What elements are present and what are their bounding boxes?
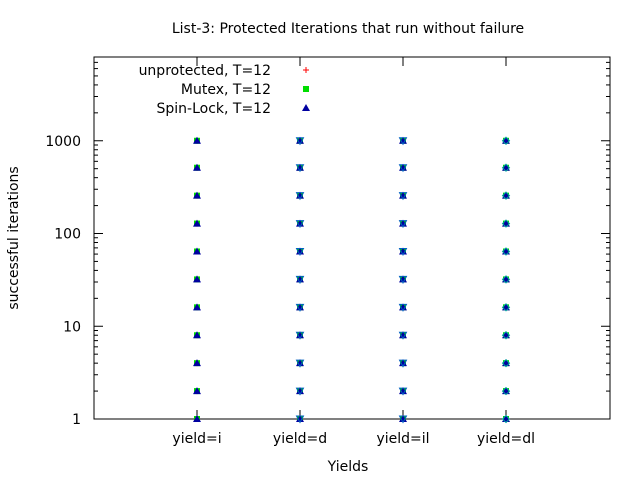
legend-label: Mutex, T=12	[181, 82, 271, 98]
data-point	[295, 303, 305, 312]
data-point	[399, 191, 407, 199]
data-point	[295, 387, 305, 396]
plot-marks	[193, 136, 511, 424]
data-point	[193, 275, 201, 283]
data-point	[398, 303, 408, 312]
legend-marker	[303, 86, 309, 92]
data-point	[295, 137, 305, 146]
data-point	[193, 387, 201, 395]
data-point	[398, 247, 408, 257]
data-point	[398, 331, 408, 340]
data-point	[193, 219, 201, 227]
data-point	[296, 331, 304, 339]
data-point	[193, 331, 201, 339]
data-point	[296, 219, 304, 227]
data-point	[501, 247, 511, 256]
data-point	[501, 414, 511, 424]
legend-marker	[303, 67, 309, 73]
legend-label: Spin-Lock, T=12	[156, 101, 271, 117]
data-point	[399, 136, 407, 144]
data-point	[398, 275, 408, 284]
data-point	[295, 275, 305, 284]
data-point	[501, 386, 511, 396]
y-axis: 1 10 100 1000	[45, 56, 610, 428]
data-point	[193, 303, 201, 311]
y-axis-label: successful iterations	[6, 166, 22, 309]
data-point	[296, 387, 304, 395]
legend-label: unprotected, T=12	[139, 63, 271, 79]
data-point	[399, 275, 407, 283]
data-point	[296, 415, 304, 422]
data-point	[295, 359, 305, 368]
x-tick-label: yield=dl	[477, 431, 535, 447]
data-point	[399, 219, 407, 227]
y-tick-label: 1000	[45, 134, 81, 150]
data-point	[501, 163, 511, 172]
legend: unprotected, T=12 Mutex, T=12 Spin-Lock, T…	[139, 63, 310, 117]
series-0	[194, 137, 509, 422]
data-point	[399, 303, 407, 311]
data-point	[399, 331, 407, 339]
data-point	[296, 359, 304, 367]
data-point	[399, 163, 407, 171]
data-point	[398, 137, 408, 146]
data-point	[193, 136, 201, 144]
chart-title: List-3: Protected Iterations that run wi…	[172, 21, 524, 37]
series-4	[501, 136, 511, 424]
data-point	[399, 247, 407, 255]
data-point	[399, 359, 407, 367]
x-tick-label: yield=d	[273, 431, 327, 447]
data-point	[193, 415, 201, 422]
data-point	[295, 331, 305, 340]
data-point	[295, 415, 305, 424]
data-point	[501, 136, 511, 145]
data-point	[295, 247, 305, 257]
data-point	[193, 359, 201, 367]
y-tick-label: 100	[54, 227, 81, 243]
data-point	[398, 164, 408, 173]
data-point	[296, 136, 304, 144]
x-tick-label: yield=il	[376, 431, 429, 447]
data-point	[296, 303, 304, 311]
data-point	[501, 358, 511, 368]
data-point	[193, 163, 201, 171]
data-point	[501, 275, 511, 284]
data-point	[501, 191, 511, 200]
data-point	[501, 331, 511, 340]
y-tick-label: 1	[72, 412, 81, 428]
data-point	[399, 387, 407, 395]
x-axis-label: Yields	[327, 459, 369, 475]
data-point	[398, 415, 408, 424]
series-3	[295, 137, 408, 424]
data-point	[295, 164, 305, 173]
data-point	[398, 220, 408, 229]
data-point	[296, 191, 304, 199]
data-point	[295, 220, 305, 229]
data-point	[193, 191, 201, 199]
data-point	[296, 163, 304, 171]
series-1	[194, 137, 509, 422]
data-point	[398, 387, 408, 396]
data-point	[296, 275, 304, 283]
data-point	[501, 219, 511, 228]
data-point	[399, 415, 407, 422]
data-point	[501, 303, 511, 312]
data-point	[398, 359, 408, 368]
series-2	[193, 136, 510, 422]
legend-marker	[302, 104, 310, 111]
x-axis: yield=i yield=d yield=il yield=dl	[172, 57, 535, 447]
data-point	[296, 247, 304, 255]
data-point	[193, 247, 201, 255]
x-tick-label: yield=i	[172, 431, 221, 447]
y-tick-label: 10	[63, 319, 81, 335]
data-point	[295, 192, 305, 201]
data-point	[398, 192, 408, 201]
